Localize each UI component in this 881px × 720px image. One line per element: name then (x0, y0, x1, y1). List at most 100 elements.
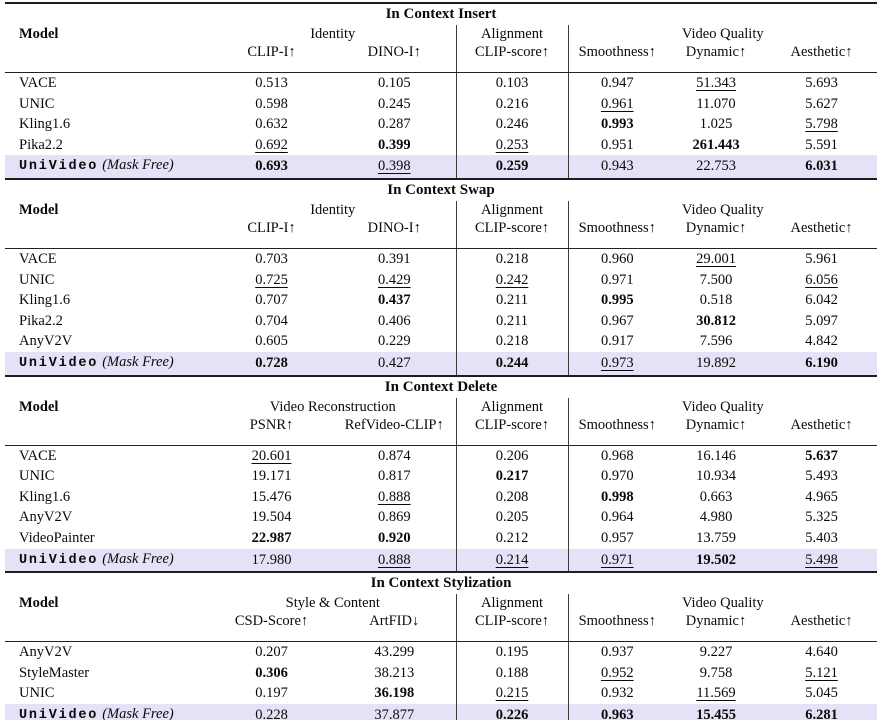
metric-cell: 0.226 (455, 703, 568, 720)
column-header: Smoothness↑ (567, 613, 666, 643)
metric-cell: 6.281 (766, 703, 878, 720)
model-suffix: (Mask Free) (102, 157, 174, 174)
group-header: Identity (310, 26, 356, 42)
metric-cell: 15.476 (251, 488, 292, 505)
model-suffix: (Mask Free) (102, 550, 174, 567)
column-header: Aesthetic↑ (766, 416, 878, 446)
metric-cell: 0.707 (255, 292, 288, 309)
metric-cell: 0.947 (567, 72, 666, 94)
model-name-cell: VideoPainter (19, 529, 95, 546)
model-name-cell: AnyV2V (19, 509, 73, 526)
metric-cell: 4.842 (805, 333, 838, 350)
table-row: UNIC 19.171 0.817 0.217 0.970 10.934 5.493 (5, 466, 877, 487)
metric-cell: 4.980 (699, 509, 733, 526)
metric-cell: 19.171 (251, 468, 292, 485)
metric-cell: 5.798 (805, 116, 838, 133)
section-table-1: In Context Swap Model Identity Alignment Vid… (5, 177, 878, 375)
metric-cell: 0.513 (255, 75, 288, 91)
model-name: UniVideo (19, 159, 99, 175)
table-row: Kling1.6 15.476 0.888 0.208 0.998 0.663 4.965 (5, 486, 877, 508)
group-header-row: Model Identity Alignment Video Quality (5, 25, 878, 73)
model-name-cell: UniVideo (Mask Free) (5, 703, 210, 720)
metric-cell: 0.242 (455, 269, 568, 291)
metric-cell: 0.105 (377, 75, 411, 91)
section-title: In Context Delete (384, 378, 498, 395)
model-name-cell: VACE (19, 447, 57, 464)
metric-cell: 5.498 (766, 548, 878, 572)
metric-cell: 0.211 (455, 290, 568, 311)
group-header: Alignment (455, 25, 568, 44)
metric-cell: 0.229 (377, 333, 411, 350)
column-header: ArtFID↓ (333, 613, 456, 643)
metric-cell: 0.206 (455, 445, 568, 467)
metric-cell: 11.569 (696, 685, 736, 702)
group-header: Style & Content (285, 595, 380, 612)
metric-cell: 17.980 (210, 548, 333, 572)
metric-cell: 0.216 (455, 93, 568, 115)
model-name-cell: UniVideo (Mask Free) (5, 351, 210, 375)
metric-cell: 0.399 (377, 136, 411, 153)
metric-cell: 0.207 (255, 644, 288, 661)
section-table-3: In Context Stylization Model Style & Conte… (5, 571, 878, 720)
model-name: UniVideo (19, 707, 99, 720)
model-name-cell: AnyV2V (19, 644, 73, 661)
metric-cell: 0.246 (455, 114, 568, 135)
metric-cell: 0.208 (455, 486, 568, 508)
title-row: In Context Stylization (5, 572, 877, 594)
metric-cell: 6.031 (766, 155, 878, 178)
table-row: Kling1.6 0.707 0.437 0.211 0.995 0.518 6.042 (5, 290, 877, 311)
metric-cell: 0.888 (377, 488, 411, 505)
metric-cell: 0.605 (255, 333, 288, 350)
metric-cell: 1.025 (699, 116, 733, 133)
metric-cell: 0.693 (210, 155, 333, 178)
metric-cell: 0.228 (210, 703, 333, 720)
metric-cell: 0.961 (567, 93, 666, 115)
metric-cell: 6.042 (805, 292, 838, 309)
metric-cell: 0.215 (455, 683, 568, 704)
metric-cell: 0.952 (567, 662, 666, 684)
metric-cell: 9.758 (699, 664, 733, 681)
metric-cell: 0.391 (377, 250, 411, 267)
metric-cell: 0.197 (255, 685, 288, 702)
metric-cell: 0.874 (377, 447, 411, 464)
table-row: Pika2.2 0.692 0.399 0.253 0.951 261.443 5.591 (5, 134, 877, 156)
model-name-cell: UniVideo (Mask Free) (5, 548, 210, 572)
group-header-row: Model Identity Alignment Video Quality (5, 200, 878, 249)
metric-cell: 10.934 (696, 468, 736, 485)
section-title: In Context Insert (385, 6, 497, 22)
metric-cell: 5.493 (805, 468, 838, 485)
table-row: VideoPainter 22.987 0.920 0.212 0.957 13.759 5… (5, 527, 877, 549)
column-header: CLIP-score↑ (455, 44, 568, 73)
model-suffix: (Mask Free) (102, 705, 174, 720)
metric-cell: 0.214 (455, 548, 568, 572)
metric-cell: 16.146 (696, 447, 736, 464)
metric-cell: 9.227 (699, 644, 733, 661)
metric-cell: 5.961 (805, 250, 838, 267)
column-header-row: CLIP-I↑ DINO-I↑ CLIP-score↑ Smoothness↑ Dyna… (5, 44, 878, 73)
metric-cell: 261.443 (692, 136, 740, 153)
metric-cell: 0.253 (455, 134, 568, 156)
group-header: Identity (310, 201, 356, 218)
metric-cell: 0.429 (377, 271, 411, 288)
metric-cell: 0.103 (455, 72, 568, 94)
model-name-cell: VACE (19, 250, 57, 267)
table-row: VACE 0.513 0.105 0.103 0.947 51.343 5.693 (5, 72, 877, 94)
table-row: VACE 20.601 0.874 0.206 0.968 16.146 5.637 (5, 445, 877, 467)
model-header: Model (5, 397, 210, 446)
metric-cell: 15.455 (666, 703, 766, 720)
column-header: CLIP-I↑ (210, 219, 333, 249)
column-header-row: CLIP-I↑ DINO-I↑ CLIP-score↑ Smoothness↑ Dyna… (5, 219, 878, 249)
metric-cell: 0.244 (455, 351, 568, 375)
table-row: AnyV2V 19.504 0.869 0.205 0.964 4.980 5.325 (5, 507, 877, 528)
model-name-cell: StyleMaster (19, 664, 90, 681)
table-row: Kling1.6 0.632 0.287 0.246 0.993 1.025 5.798 (5, 114, 877, 135)
model-name: UniVideo (19, 355, 99, 371)
table-row: UniVideo (Mask Free) 0.693 0.398 0.259 0.943 2… (5, 155, 878, 178)
metric-cell: 0.973 (567, 351, 666, 375)
table-row: UNIC 0.725 0.429 0.242 0.971 7.500 6.056 (5, 269, 877, 291)
metric-cell: 0.920 (377, 529, 411, 546)
model-name-cell: AnyV2V (19, 333, 73, 350)
model-name-cell: Kling1.6 (19, 488, 71, 505)
metric-cell: 0.960 (567, 248, 666, 270)
model-suffix: (Mask Free) (102, 353, 174, 370)
